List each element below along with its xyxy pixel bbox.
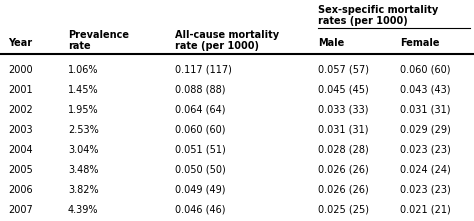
Text: 0.117 (117): 0.117 (117): [175, 65, 232, 75]
Text: All-cause mortality: All-cause mortality: [175, 30, 279, 40]
Text: 0.043 (43): 0.043 (43): [400, 85, 450, 95]
Text: 0.023 (23): 0.023 (23): [400, 185, 451, 195]
Text: 0.045 (45): 0.045 (45): [318, 85, 369, 95]
Text: rates (per 1000): rates (per 1000): [318, 16, 408, 26]
Text: 2.53%: 2.53%: [68, 125, 99, 135]
Text: 4.39%: 4.39%: [68, 205, 99, 215]
Text: 0.028 (28): 0.028 (28): [318, 145, 369, 155]
Text: 2003: 2003: [8, 125, 33, 135]
Text: 0.025 (25): 0.025 (25): [318, 205, 369, 215]
Text: 2004: 2004: [8, 145, 33, 155]
Text: 2005: 2005: [8, 165, 33, 175]
Text: 1.95%: 1.95%: [68, 105, 99, 115]
Text: 2001: 2001: [8, 85, 33, 95]
Text: 2007: 2007: [8, 205, 33, 215]
Text: Sex-specific mortality: Sex-specific mortality: [318, 5, 438, 15]
Text: 2002: 2002: [8, 105, 33, 115]
Text: Prevalence: Prevalence: [68, 30, 129, 40]
Text: 0.049 (49): 0.049 (49): [175, 185, 226, 195]
Text: 0.051 (51): 0.051 (51): [175, 145, 226, 155]
Text: 0.050 (50): 0.050 (50): [175, 165, 226, 175]
Text: 1.06%: 1.06%: [68, 65, 99, 75]
Text: 3.04%: 3.04%: [68, 145, 99, 155]
Text: 1.45%: 1.45%: [68, 85, 99, 95]
Text: 0.029 (29): 0.029 (29): [400, 125, 451, 135]
Text: rate: rate: [68, 41, 91, 51]
Text: rate (per 1000): rate (per 1000): [175, 41, 259, 51]
Text: 2000: 2000: [8, 65, 33, 75]
Text: 0.064 (64): 0.064 (64): [175, 105, 226, 115]
Text: Female: Female: [400, 38, 439, 48]
Text: 0.057 (57): 0.057 (57): [318, 65, 369, 75]
Text: 3.48%: 3.48%: [68, 165, 99, 175]
Text: Male: Male: [318, 38, 344, 48]
Text: 0.060 (60): 0.060 (60): [400, 65, 450, 75]
Text: 0.088 (88): 0.088 (88): [175, 85, 226, 95]
Text: 0.031 (31): 0.031 (31): [400, 105, 450, 115]
Text: 0.023 (23): 0.023 (23): [400, 145, 451, 155]
Text: 0.026 (26): 0.026 (26): [318, 165, 369, 175]
Text: 0.033 (33): 0.033 (33): [318, 105, 368, 115]
Text: Year: Year: [8, 38, 32, 48]
Text: 3.82%: 3.82%: [68, 185, 99, 195]
Text: 0.026 (26): 0.026 (26): [318, 185, 369, 195]
Text: 0.046 (46): 0.046 (46): [175, 205, 226, 215]
Text: 0.060 (60): 0.060 (60): [175, 125, 226, 135]
Text: 0.024 (24): 0.024 (24): [400, 165, 451, 175]
Text: 2006: 2006: [8, 185, 33, 195]
Text: 0.021 (21): 0.021 (21): [400, 205, 451, 215]
Text: 0.031 (31): 0.031 (31): [318, 125, 368, 135]
